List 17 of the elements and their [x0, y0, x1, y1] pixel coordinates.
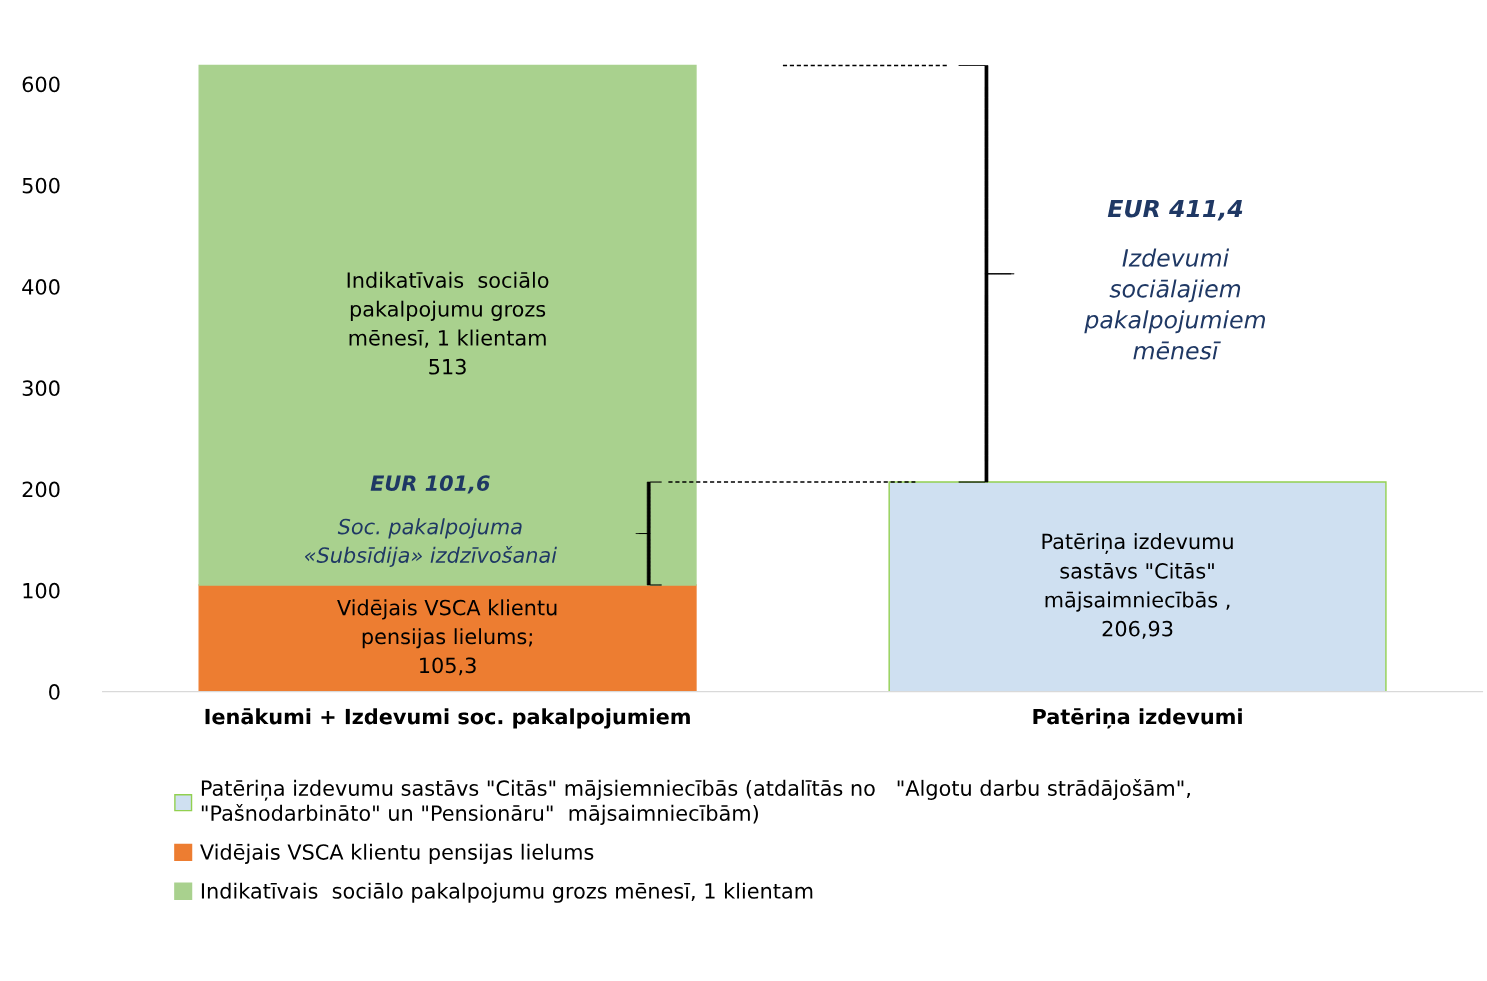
y-tick-label: 300 [22, 380, 60, 397]
y-tick-label: 100 [23, 582, 60, 599]
legend-label: Patēriņa izdevumu sastāvs "Citās" mājsiemniecībās (atdalītās no "Algotu darbu strādājošām", "Pašnodarbināto" un "Pensionāru" mājsaimniecībām) [201, 779, 1190, 826]
y-tick-label: 500 [22, 177, 60, 194]
x-tick-label: Ienākumi + Izdevumi soc. pakalpojumiem [205, 708, 690, 729]
annotation: EUR 411,4 Izdevumi sociālajiem pakalpojumiem mēnesī [1084, 199, 1265, 360]
y-tick-label: 400 [22, 279, 60, 295]
annotation: EUR 101,6 Soc. pakalpojuma «Subsīdija» izdzīvošanai [304, 475, 557, 567]
data-label: Patēriņa izdevumu sastāvs "Citās" mājsaimniecībās , 206,93 [1042, 533, 1233, 639]
legend-label: Indikatīvais sociālo pakalpojumu grozs mēnesī, 1 klientam [201, 882, 813, 903]
y-tick-label: 0 [49, 684, 60, 700]
legend-label: Vidējais VSCA klientu pensijas lielums [200, 843, 594, 864]
y-tick-label: 200 [22, 481, 60, 498]
data-label: Vidējais VSCA klientu pensijas lielums; 105,3 [337, 599, 557, 676]
x-tick-label: Patēriņa izdevumi [1033, 708, 1242, 729]
y-tick-label: 600 [22, 76, 60, 93]
data-label: Indikatīvais sociālo pakalpojumu grozs mēnesī, 1 klientam 513 [347, 271, 549, 375]
